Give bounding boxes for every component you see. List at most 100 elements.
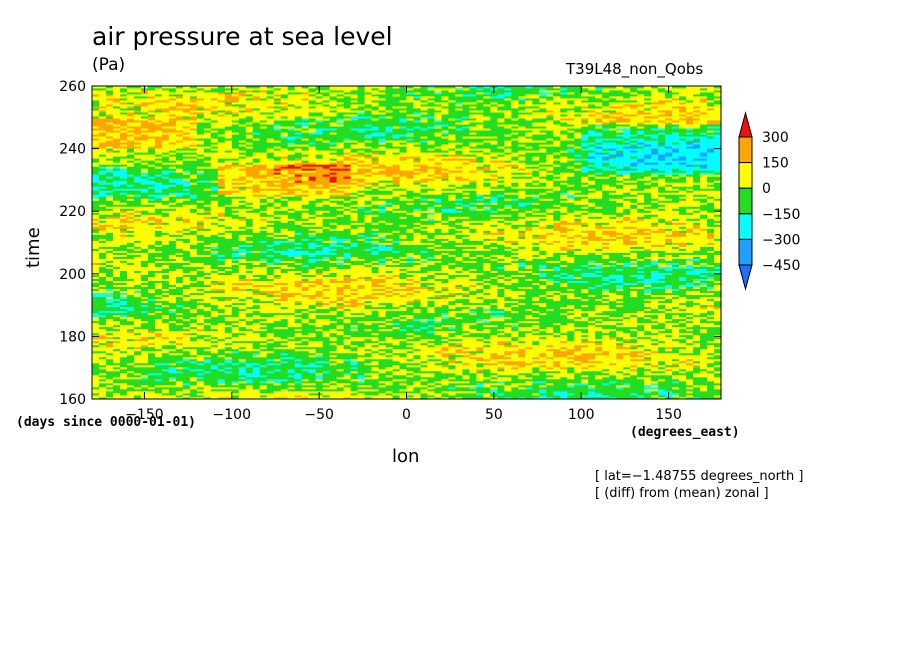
heatmap-cell xyxy=(308,320,317,324)
heatmap-cell xyxy=(406,202,414,205)
heatmap-cell xyxy=(427,236,435,239)
heatmap-cell xyxy=(553,332,561,336)
heatmap-cell xyxy=(350,228,365,231)
heatmap-cell xyxy=(196,362,205,366)
heatmap-cell xyxy=(294,382,303,386)
heatmap-cell xyxy=(406,384,428,388)
heatmap-cell xyxy=(182,248,198,251)
heatmap-cell xyxy=(700,258,715,261)
heatmap-cell xyxy=(210,326,226,330)
heatmap-cell xyxy=(490,354,505,358)
heatmap-cell xyxy=(686,198,694,201)
heatmap-cell xyxy=(406,210,414,213)
heatmap-cell xyxy=(168,198,177,201)
heatmap-cell xyxy=(161,286,170,290)
heatmap-cell xyxy=(714,370,722,374)
heatmap-cell xyxy=(329,188,338,191)
heatmap-cell xyxy=(273,258,282,261)
heatmap-cell xyxy=(308,228,324,231)
heatmap-cell xyxy=(217,182,226,185)
heatmap-cell xyxy=(147,344,163,348)
heatmap-cell xyxy=(98,322,107,326)
heatmap-cell xyxy=(469,326,505,330)
heatmap-cell xyxy=(644,284,652,288)
heatmap-cell xyxy=(714,348,722,352)
heatmap-cell xyxy=(350,242,358,245)
heatmap-cell xyxy=(616,344,624,348)
heatmap-cell xyxy=(203,266,212,269)
heatmap-cell xyxy=(413,346,442,350)
heatmap-cell xyxy=(567,346,575,350)
heatmap-cell xyxy=(588,378,645,382)
heatmap-cell xyxy=(455,222,470,225)
heatmap-cell xyxy=(343,274,351,278)
heatmap-cell xyxy=(581,374,589,378)
heatmap-cell xyxy=(329,354,338,358)
heatmap-cell xyxy=(518,194,540,197)
heatmap-cell xyxy=(336,336,351,340)
heatmap-cell xyxy=(378,376,449,380)
heatmap-cell xyxy=(266,386,289,390)
heatmap-cell xyxy=(644,258,652,261)
heatmap-cell xyxy=(105,396,135,400)
heatmap-cell xyxy=(322,226,331,229)
heatmap-cell xyxy=(238,204,247,207)
heatmap-cell xyxy=(161,296,177,300)
heatmap-cell xyxy=(525,210,533,213)
heatmap-cell xyxy=(133,360,149,364)
heatmap-cell xyxy=(588,204,596,207)
heatmap-cell xyxy=(175,344,212,348)
heatmap-cell xyxy=(154,262,191,265)
heatmap-cell xyxy=(574,316,582,320)
heatmap-cell xyxy=(385,262,400,265)
heatmap-cell xyxy=(259,200,268,203)
heatmap-cell xyxy=(602,190,617,193)
heatmap-cell xyxy=(707,278,715,282)
heatmap-cell xyxy=(161,348,177,352)
heatmap-cell xyxy=(490,268,505,271)
heatmap-cell xyxy=(231,200,240,203)
heatmap-cell xyxy=(392,256,400,259)
heatmap-cell xyxy=(616,186,624,189)
heatmap-cell xyxy=(546,192,561,195)
heatmap-cell xyxy=(539,252,547,255)
heatmap-cell xyxy=(427,256,435,259)
heatmap-cell xyxy=(182,274,205,278)
heatmap-cell xyxy=(518,300,603,304)
heatmap-cell xyxy=(434,380,470,384)
heatmap-cell xyxy=(350,246,372,249)
heatmap-cell xyxy=(700,186,715,189)
heatmap-cell xyxy=(203,326,212,330)
heatmap-cell xyxy=(427,326,435,330)
heatmap-cell xyxy=(448,356,456,360)
heatmap-cell xyxy=(294,332,303,336)
heatmap-cell xyxy=(602,252,631,255)
heatmap-cell xyxy=(707,180,715,183)
heatmap-cell xyxy=(287,368,296,372)
heatmap-cell xyxy=(350,244,358,247)
heatmap-cell xyxy=(294,362,303,366)
heatmap-cell xyxy=(315,198,331,201)
heatmap-cell xyxy=(588,316,610,320)
heatmap-cell xyxy=(686,362,694,366)
heatmap-cell xyxy=(189,326,198,330)
heatmap-cell xyxy=(385,292,393,296)
heatmap-cell xyxy=(532,332,554,336)
heatmap-cell xyxy=(329,370,351,374)
heatmap-cell xyxy=(245,364,254,368)
heatmap-cell xyxy=(350,286,358,290)
heatmap-cell xyxy=(196,272,212,276)
heatmap-cell xyxy=(483,208,491,211)
heatmap-cell xyxy=(133,354,149,358)
heatmap-cell xyxy=(476,192,491,195)
heatmap-cell xyxy=(455,314,491,318)
heatmap-cell xyxy=(301,324,317,328)
heatmap-cell xyxy=(322,248,338,251)
heatmap-cell xyxy=(581,274,603,278)
heatmap-cell xyxy=(679,212,694,215)
heatmap-cell xyxy=(343,332,372,336)
heatmap-cell xyxy=(189,252,198,255)
heatmap-cell xyxy=(210,234,219,237)
heatmap-cell xyxy=(637,260,652,263)
heatmap-cell xyxy=(693,358,722,362)
